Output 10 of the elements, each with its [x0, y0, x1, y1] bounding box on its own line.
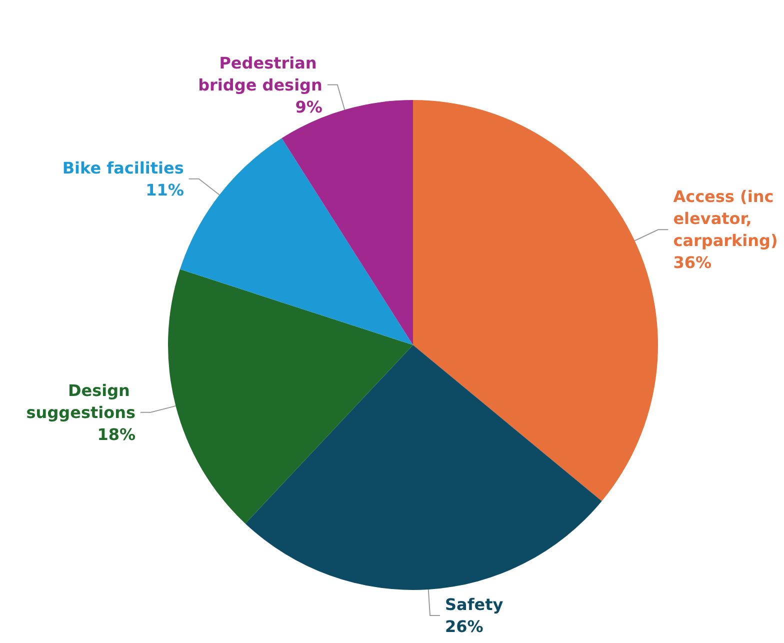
slice-label: Safety [445, 594, 504, 614]
slice-label: Design suggestions [26, 380, 136, 422]
data-label: 36% [673, 253, 712, 272]
data-label: 9% [295, 97, 322, 116]
data-label: 18% [97, 424, 136, 444]
data-label: 26% [445, 616, 484, 636]
slice-label: Bike facilities [62, 158, 184, 178]
slice-label: Access (inc elevator, carparking) [673, 187, 780, 250]
slice-label: Pedestrian bridge design [198, 53, 322, 94]
data-label: 11% [146, 180, 184, 200]
